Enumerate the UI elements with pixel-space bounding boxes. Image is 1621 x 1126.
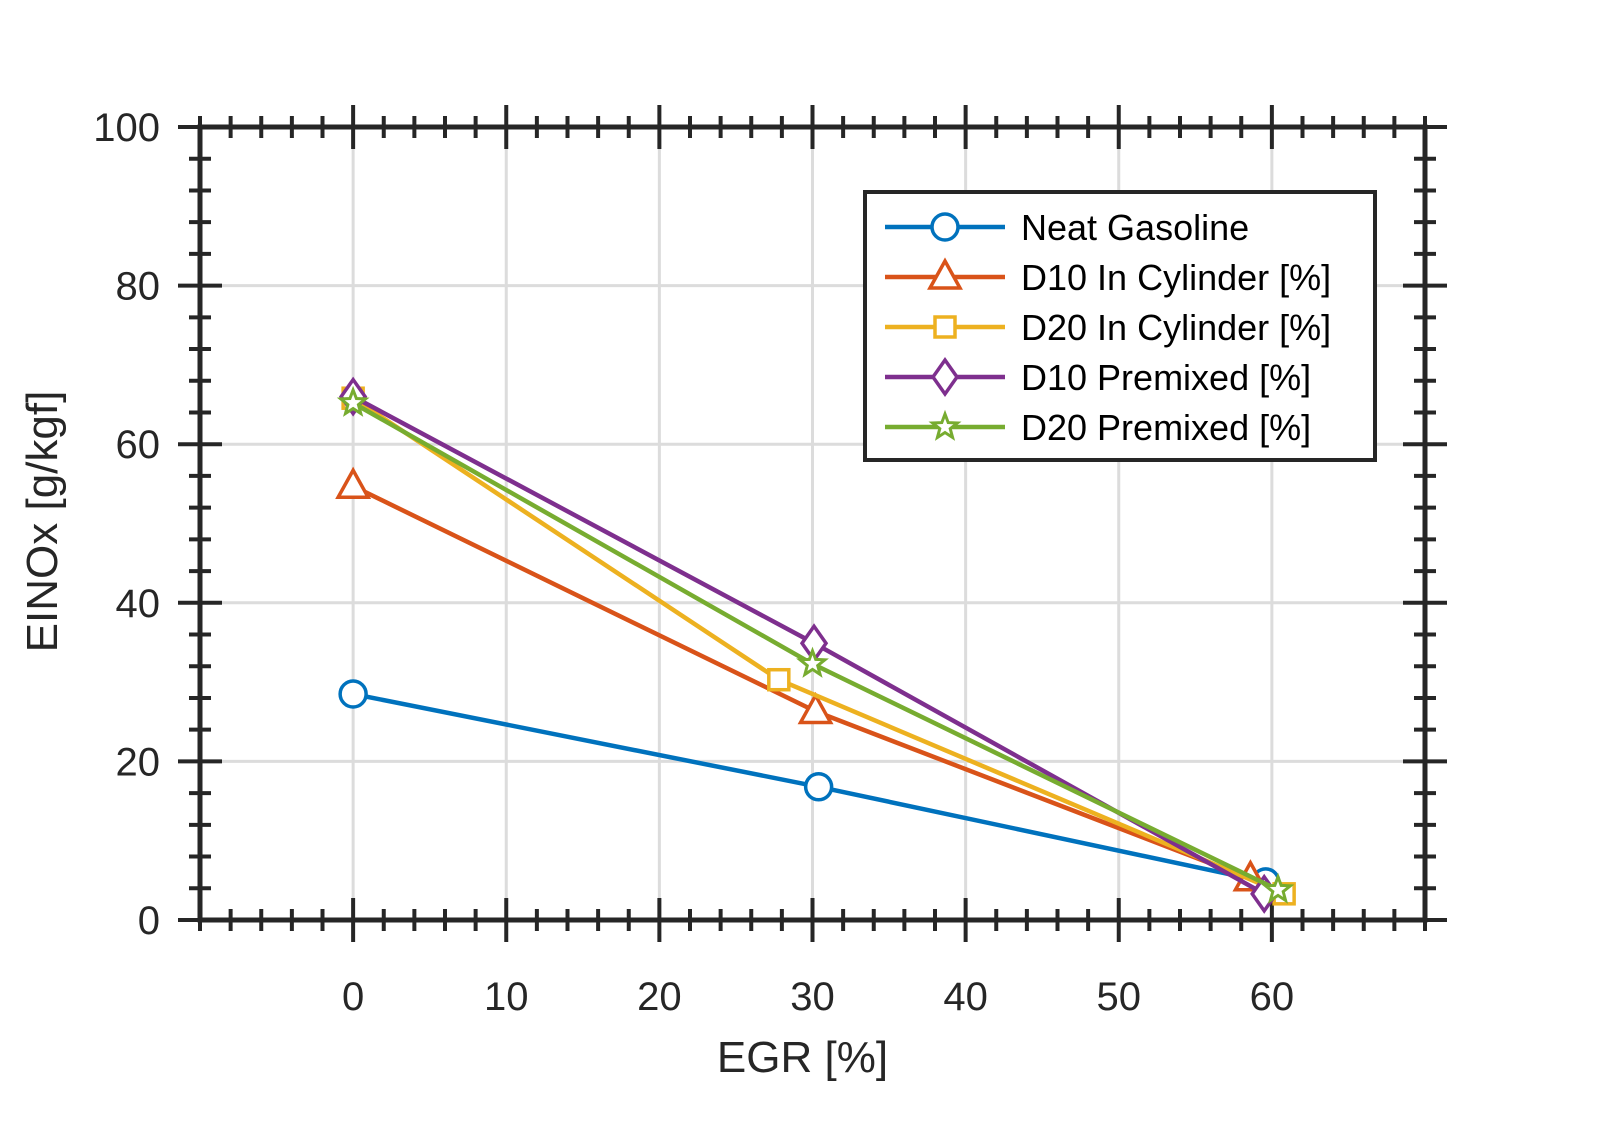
legend-marker [930,212,960,242]
legend-item: D10 In Cylinder [%] [885,257,1331,298]
legend-marker [927,257,963,290]
data-point [338,679,368,709]
data-point [335,466,372,499]
legend-item: D10 Premixed [%] [885,356,1311,398]
data-point [797,691,834,725]
plot-frame [197,124,1428,923]
legend-marker [933,315,957,339]
data-point [1261,872,1295,904]
x-tick-label: 20 [637,975,682,1019]
y-tick-label: 100 [93,106,160,150]
series-layer [335,376,1296,914]
legend-item: D20 Premixed [%] [885,407,1311,448]
y-tick-label: 80 [116,265,161,309]
tick-labels: 0 10 20 30 40 50 60 0 20 40 60 80 100 [93,106,1294,1019]
x-tick-label: 40 [943,975,988,1019]
x-tick-label: 30 [790,975,835,1019]
y-tick-label: 0 [138,899,160,943]
x-tick-label: 50 [1097,975,1142,1019]
data-point [803,772,834,802]
y-tick-label: 20 [116,740,161,784]
legend-item: D20 In Cylinder [%] [885,307,1331,348]
legend-label: Neat Gasoline [1021,207,1249,248]
legend-label: D10 In Cylinder [%] [1021,257,1331,298]
x-tick-label: 0 [342,975,364,1019]
y-tick-label: 40 [116,582,161,626]
data-point [767,667,791,692]
legend-marker [930,356,960,398]
x-tick-label: 10 [484,975,529,1019]
data-point [336,385,370,417]
legend-label: D10 Premixed [%] [1021,357,1311,398]
legend-marker [928,409,962,441]
legend-item: Neat Gasoline [885,207,1249,248]
x-axis-label: EGR [%] [717,1033,888,1082]
axes-frame [197,124,1428,923]
legend-label: D20 In Cylinder [%] [1021,307,1331,348]
legend-label: D20 Premixed [%] [1021,407,1311,448]
legend: Neat Gasoline D10 In Cylinder [%] D20 In C… [863,190,1377,462]
y-tick-label: 60 [116,423,161,467]
series-5 [336,385,1295,904]
x-tick-label: 60 [1250,975,1295,1019]
data-point [796,646,829,678]
y-axis-label: EINOx [g/kgf] [18,391,67,653]
